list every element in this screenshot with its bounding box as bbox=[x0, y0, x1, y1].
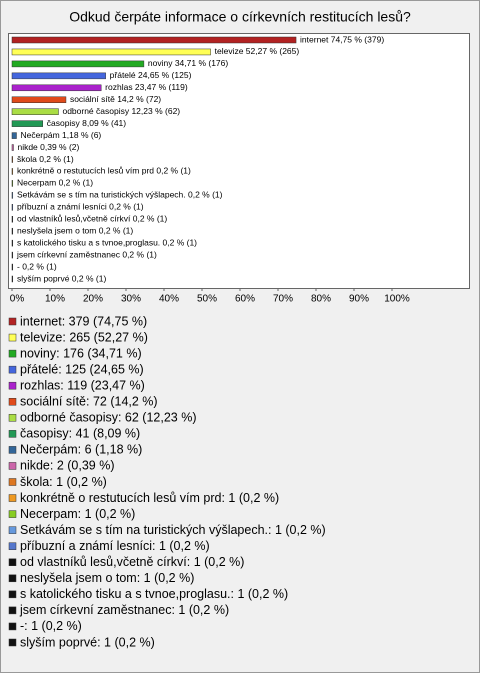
legend-label: internet: 379 (74,75 %) bbox=[20, 314, 147, 328]
bar bbox=[11, 180, 14, 187]
bar bbox=[11, 96, 67, 103]
bar-label: časopisy 8,09 % (41) bbox=[47, 118, 127, 128]
bar-label: s katolického tisku a s tvnoe,proglasu. … bbox=[17, 237, 197, 247]
bar-label: slyším poprvé 0,2 % (1) bbox=[17, 273, 106, 283]
legend-label: noviny: 176 (34,71 %) bbox=[20, 346, 142, 360]
legend-swatch bbox=[8, 462, 17, 470]
x-tick-label: 40% bbox=[159, 294, 179, 305]
x-tick-label: 30% bbox=[121, 294, 141, 305]
legend-label: odborné časopisy: 62 (12,23 %) bbox=[20, 411, 197, 425]
legend-swatch bbox=[8, 510, 17, 518]
x-tick-label: 60% bbox=[235, 294, 255, 305]
legend-swatch bbox=[8, 381, 17, 390]
legend-swatch bbox=[8, 606, 17, 615]
bar-label: od vlastníků lesů,včetně církví 0,2 % (1… bbox=[17, 214, 167, 224]
legend-swatch bbox=[8, 446, 17, 454]
bar-label: Setkávám se s tím na turistických výšlap… bbox=[17, 190, 223, 200]
bar bbox=[11, 216, 14, 223]
bar-label: škola 0,2 % (1) bbox=[17, 154, 74, 164]
bar bbox=[11, 48, 211, 56]
legend-swatch bbox=[8, 398, 17, 406]
bar bbox=[11, 239, 14, 247]
bar-label: - 0,2 % (1) bbox=[17, 261, 57, 271]
bar bbox=[11, 263, 14, 271]
x-tick-label: 20% bbox=[83, 294, 103, 305]
legend-label: přátelé: 125 (24,65 %) bbox=[20, 362, 144, 376]
x-tick-label: 70% bbox=[273, 294, 293, 305]
bar bbox=[11, 251, 14, 259]
legend-swatch bbox=[8, 590, 17, 599]
legend-label: sociální sítě: 72 (14,2 %) bbox=[20, 395, 158, 409]
x-tick-label: 10% bbox=[45, 294, 65, 305]
bar bbox=[11, 72, 106, 80]
bar bbox=[11, 132, 17, 139]
legend-label: Necerpam: 1 (0,2 %) bbox=[20, 507, 135, 521]
legend-label: rozhlas: 119 (23,47 %) bbox=[20, 378, 145, 392]
bar bbox=[11, 144, 14, 151]
bar bbox=[11, 204, 14, 211]
bar-label: neslyšela jsem o tom 0,2 % (1) bbox=[17, 225, 133, 235]
legend-label: televize: 265 (52,27 %) bbox=[20, 330, 148, 344]
legend-label: s katolického tisku a s tvnoe,proglasu.:… bbox=[20, 587, 288, 601]
legend-swatch bbox=[8, 317, 17, 326]
bar-label: televize 52,27 % (265) bbox=[215, 46, 300, 56]
bar-label: sociální sítě 14,2 % (72) bbox=[70, 94, 161, 104]
bar-label: Nečerpám 1,18 % (6) bbox=[20, 130, 101, 140]
legend-label: -: 1 (0,2 %) bbox=[20, 619, 82, 633]
x-tick-label: 80% bbox=[311, 294, 331, 305]
bar-label: přátelé 24,65 % (125) bbox=[110, 70, 192, 80]
bar-label: příbuzní a známí lesníci 0,2 % (1) bbox=[17, 202, 144, 212]
legend-swatch bbox=[8, 478, 17, 486]
x-tick-label: 50% bbox=[197, 294, 217, 305]
legend-swatch bbox=[8, 558, 17, 566]
legend-label: škola: 1 (0,2 %) bbox=[20, 475, 107, 489]
legend-swatch bbox=[8, 574, 17, 583]
bar bbox=[11, 108, 59, 115]
legend-swatch bbox=[8, 542, 17, 550]
legend-swatch bbox=[8, 349, 17, 358]
bar bbox=[11, 84, 102, 92]
x-tick-label: 0% bbox=[10, 294, 25, 305]
legend-swatch bbox=[8, 638, 17, 647]
bar-label: rozhlas 23,47 % (119) bbox=[105, 82, 188, 92]
bar bbox=[11, 192, 14, 199]
legend-label: Setkávám se s tím na turistických výšlap… bbox=[20, 523, 326, 537]
bar bbox=[11, 120, 43, 127]
legend-label: nikde: 2 (0,39 %) bbox=[20, 459, 115, 473]
legend-swatch bbox=[8, 414, 17, 422]
bar-label: konkrétně o restutucích lesů vím prd 0,2… bbox=[17, 166, 191, 176]
x-tick-label: 90% bbox=[349, 294, 369, 305]
legend-label: slyším poprvé: 1 (0,2 %) bbox=[20, 635, 155, 649]
bar-label: jsem církevní zaměstnanec 0,2 % (1) bbox=[16, 249, 157, 259]
bar-label: Necerpam 0,2 % (1) bbox=[17, 178, 93, 188]
bar-label: nikde 0,39 % (2) bbox=[17, 142, 79, 152]
bar-label: internet 74,75 % (379) bbox=[300, 34, 384, 44]
bar bbox=[11, 275, 14, 283]
legend-swatch bbox=[8, 365, 17, 374]
x-tick-label: 100% bbox=[384, 294, 410, 305]
legend-label: příbuzní a známí lesníci: 1 (0,2 %) bbox=[20, 539, 210, 553]
bar bbox=[11, 168, 14, 175]
legend-swatch bbox=[8, 526, 17, 534]
legend-label: Nečerpám: 6 (1,18 %) bbox=[20, 443, 142, 457]
legend-label: časopisy: 41 (8,09 %) bbox=[20, 427, 140, 441]
legend-swatch bbox=[8, 622, 17, 631]
legend-label: konkrétně o restutucích lesů vím prd: 1 … bbox=[20, 491, 279, 505]
bar bbox=[11, 60, 145, 68]
legend-swatch bbox=[8, 430, 17, 438]
bar-label: noviny 34,71 % (176) bbox=[148, 58, 228, 68]
legend-swatch bbox=[8, 333, 17, 342]
legend-swatch bbox=[8, 494, 17, 502]
bar bbox=[11, 36, 297, 44]
bar-label: odborné časopisy 12,23 % (62) bbox=[62, 106, 180, 116]
legend-label: jsem církevní zaměstnanec: 1 (0,2 %) bbox=[19, 603, 229, 617]
legend-label: od vlastníků lesů,včetně církví: 1 (0,2 … bbox=[20, 555, 244, 569]
legend-label: neslyšela jsem o tom: 1 (0,2 %) bbox=[20, 571, 194, 585]
bar bbox=[11, 156, 14, 163]
bar bbox=[11, 227, 14, 235]
chart-title: Odkud čerpáte informace o církevních res… bbox=[69, 9, 411, 25]
